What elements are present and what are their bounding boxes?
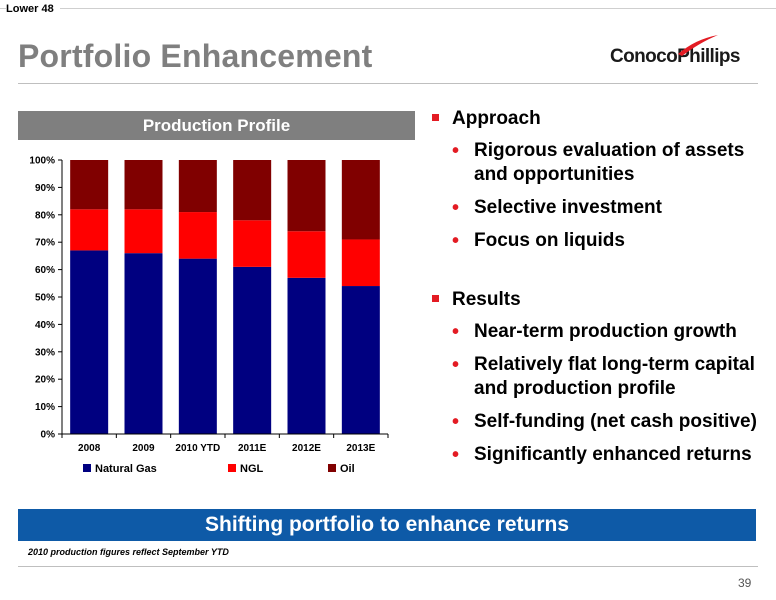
legend-swatch — [83, 464, 91, 472]
bullet-list: Approach • Rigorous evaluation of assets… — [430, 100, 770, 467]
legend-label: Oil — [340, 463, 355, 475]
bullet-item-text: Selective investment — [474, 197, 662, 218]
company-logo: ConocoPhillips — [610, 35, 755, 72]
production-profile-chart: 0%10%20%30%40%50%60%70%80%90%100% 2008 20… — [29, 156, 389, 475]
bullet-approach-label: Approach — [452, 108, 541, 129]
bullet-item-text: Self-funding (net cash positive) — [474, 411, 757, 432]
dot-bullet-icon: • — [452, 354, 460, 376]
bar-oil — [233, 160, 272, 221]
x-tick-label: 2011E — [238, 443, 267, 454]
dot-bullet-icon: • — [452, 140, 460, 162]
summary-banner: Shifting portfolio to enhance returns — [18, 509, 756, 541]
x-axis: 2008 2009 2010 YTD 2011E 2012E 2013E — [61, 433, 389, 454]
y-tick-label: 60% — [35, 265, 55, 276]
title-rule — [18, 83, 758, 84]
bar-natural-gas — [233, 266, 272, 434]
x-tick-label: 2009 — [132, 443, 155, 454]
bullet-item-text: Rigorous evaluation of assets and opport… — [474, 140, 745, 185]
bar-oil — [124, 160, 163, 210]
bullet-item: • Near-term production growth — [430, 320, 770, 344]
y-tick-label: 20% — [35, 375, 55, 386]
top-rule — [0, 8, 776, 9]
y-tick-label: 0% — [41, 430, 56, 441]
bar-oil — [341, 160, 380, 240]
bars — [70, 160, 380, 434]
bullet-item: • Relatively flat long-term capital and … — [430, 353, 770, 401]
y-tick-label: 30% — [35, 347, 55, 358]
dot-bullet-icon: • — [452, 230, 460, 252]
x-tick-label: 2012E — [292, 443, 321, 454]
bullet-approach: Approach — [430, 107, 770, 130]
bar-oil — [287, 160, 326, 232]
bullet-item: • Significantly enhanced returns — [430, 443, 770, 467]
bar-ngl — [233, 220, 272, 267]
dot-bullet-icon: • — [452, 197, 460, 219]
bullet-item: • Self-funding (net cash positive) — [430, 410, 770, 434]
page-title: Portfolio Enhancement — [18, 38, 373, 74]
logo-text: ConocoPhillips — [610, 46, 740, 67]
bar-natural-gas — [70, 250, 109, 434]
bullet-item-text: Relatively flat long-term capital and pr… — [474, 354, 755, 399]
x-tick-label: 2013E — [346, 443, 375, 454]
bullet-results: Results — [430, 288, 770, 311]
bar-ngl — [341, 239, 380, 287]
bullet-item: • Rigorous evaluation of assets and oppo… — [430, 139, 770, 187]
dot-bullet-icon: • — [452, 321, 460, 343]
bar-ngl — [70, 209, 109, 251]
bar-ngl — [178, 212, 217, 259]
bar-oil — [70, 160, 109, 210]
bar-ngl — [287, 231, 326, 278]
y-tick-label: 80% — [35, 210, 55, 221]
chart-title: Production Profile — [18, 111, 415, 140]
legend-label: Natural Gas — [95, 463, 157, 475]
bar-ngl — [124, 209, 163, 254]
legend: Natural Gas NGL Oil — [83, 463, 355, 475]
legend-swatch — [228, 464, 236, 472]
dot-bullet-icon: • — [452, 444, 460, 466]
y-tick-label: 10% — [35, 402, 55, 413]
y-axis: 0% 10% 20% 30% 40% 50% 60% 70% 80% 90% 100% — [29, 156, 63, 441]
y-tick-label: 40% — [35, 320, 55, 331]
bottom-rule — [18, 566, 758, 567]
legend-swatch — [328, 464, 336, 472]
square-bullet-icon — [432, 114, 439, 121]
bar-natural-gas — [178, 258, 217, 434]
y-tick-label: 90% — [35, 183, 55, 194]
bullet-item-text: Significantly enhanced returns — [474, 444, 752, 465]
bar-oil — [178, 160, 217, 213]
section-tag: Lower 48 — [6, 3, 60, 15]
logo-mark-icon — [678, 35, 718, 56]
bullet-item-text: Focus on liquids — [474, 230, 625, 251]
y-tick-label: 50% — [35, 293, 55, 304]
bullet-item: • Selective investment — [430, 196, 770, 220]
y-tick-label: 70% — [35, 238, 55, 249]
y-tick-label: 100% — [29, 156, 55, 167]
bar-natural-gas — [341, 286, 380, 434]
page-number: 39 — [738, 576, 752, 590]
bullet-item-text: Near-term production growth — [474, 321, 737, 342]
footnote: 2010 production figures reflect Septembe… — [28, 547, 229, 557]
bullet-item: • Focus on liquids — [430, 229, 770, 253]
bar-natural-gas — [124, 253, 163, 434]
x-tick-label: 2008 — [78, 443, 101, 454]
bar-natural-gas — [287, 277, 326, 434]
square-bullet-icon — [432, 295, 439, 302]
dot-bullet-icon: • — [452, 411, 460, 433]
bullet-results-label: Results — [452, 289, 521, 310]
legend-label: NGL — [240, 463, 264, 475]
x-tick-label: 2010 YTD — [175, 443, 220, 454]
